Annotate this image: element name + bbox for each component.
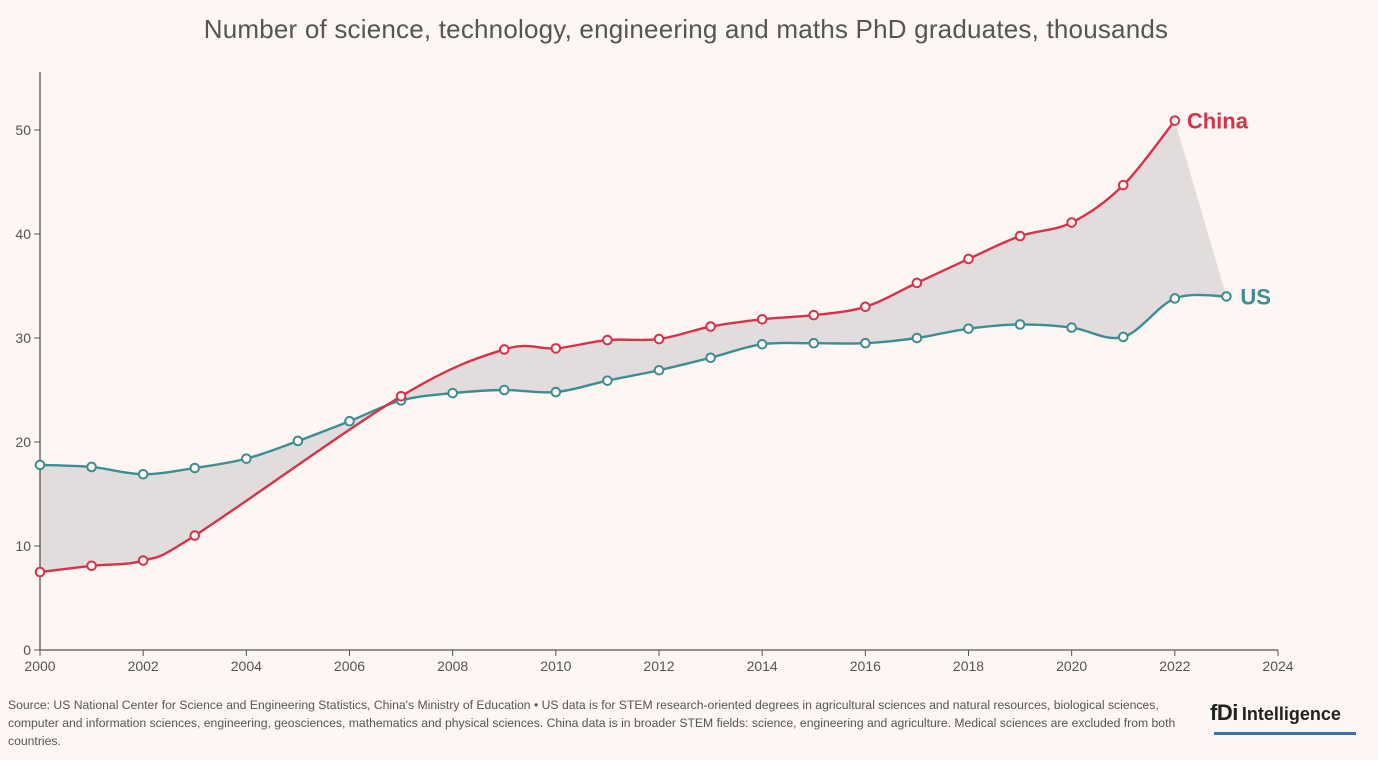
us-data-point — [34, 459, 46, 471]
y-tick-label: 30 — [15, 330, 31, 346]
us-data-point — [1221, 291, 1232, 302]
x-tick-label: 2014 — [747, 658, 778, 674]
x-tick-label: 2006 — [334, 658, 365, 674]
us-data-point — [137, 468, 149, 480]
china-data-point — [808, 309, 820, 321]
china-data-point — [395, 390, 407, 402]
us-data-point — [911, 332, 923, 344]
china-data-point — [189, 530, 201, 541]
brand-underline — [1214, 732, 1356, 735]
china-data-point — [1066, 217, 1077, 228]
china-data-point — [550, 343, 562, 354]
us-data-point — [1117, 331, 1129, 343]
china-data-point — [860, 301, 871, 313]
y-tick-label: 10 — [15, 538, 31, 554]
x-tick-label: 2000 — [24, 658, 55, 674]
x-tick-label: 2022 — [1159, 658, 1190, 674]
china-data-point — [1014, 230, 1026, 242]
china-data-point — [498, 344, 510, 355]
series-points-layer — [34, 115, 1232, 578]
us-data-point — [550, 386, 562, 398]
china-data-point — [653, 333, 665, 345]
us-data-point — [705, 352, 716, 364]
x-tick-label: 2018 — [953, 658, 984, 674]
china-data-point — [602, 334, 613, 346]
chart-svg: 0 10 20 30 40 50 2000 2002 2004 2006 2008 2010 2012 2… — [15, 72, 1294, 674]
chart-title: Number of science, technology, engineeri… — [203, 14, 1169, 44]
china-data-point — [137, 555, 149, 566]
series-labels-layer: China US — [1187, 109, 1271, 310]
us-data-point — [756, 338, 768, 350]
us-data-point — [189, 462, 201, 474]
x-tick-label: 2012 — [643, 658, 674, 674]
x-tick-label: 2002 — [128, 658, 159, 674]
x-tick-label: 2016 — [850, 658, 881, 674]
source-note: Source: US National Center for Science a… — [8, 698, 1176, 748]
us-data-point — [653, 364, 665, 376]
china-data-point — [756, 313, 768, 325]
china-series-label: China — [1187, 109, 1249, 134]
x-tick-label: 2010 — [540, 658, 571, 674]
brand-logo-mark: fDi — [1210, 700, 1238, 725]
us-data-point — [1014, 319, 1026, 330]
china-data-point — [86, 560, 97, 572]
china-data-point — [911, 277, 923, 289]
china-data-point — [1169, 115, 1181, 126]
us-data-point — [602, 375, 613, 386]
us-data-point — [1066, 322, 1077, 333]
brand-name: Intelligence — [1241, 704, 1341, 724]
us-data-point — [86, 461, 97, 473]
us-data-point — [860, 337, 871, 349]
y-tick-label: 50 — [15, 122, 31, 138]
us-data-point — [963, 323, 974, 334]
china-data-point — [1117, 179, 1129, 191]
gap-fill-area — [40, 120, 1227, 572]
us-data-point — [447, 387, 458, 399]
us-data-point — [292, 435, 304, 447]
x-tick-label: 2020 — [1056, 658, 1087, 674]
us-data-point — [498, 384, 510, 396]
us-series-label: US — [1240, 284, 1271, 309]
y-tick-label: 20 — [15, 434, 31, 450]
axes-layer: 0 10 20 30 40 50 2000 2002 2004 2006 2008 2010 2012 2… — [15, 72, 1294, 674]
y-tick-label: 40 — [15, 226, 31, 242]
us-data-point — [241, 453, 252, 464]
us-data-point — [808, 337, 820, 349]
x-tick-label: 2024 — [1262, 658, 1293, 674]
x-tick-label: 2008 — [437, 658, 468, 674]
x-tick-label: 2004 — [231, 658, 262, 674]
china-data-point — [963, 253, 974, 265]
us-data-point — [1169, 293, 1181, 304]
us-data-point — [344, 415, 355, 427]
gap-fill-layer — [40, 120, 1227, 572]
fdi-intelligence-logo: fDi Intelligence — [1210, 700, 1360, 740]
china-data-point — [705, 321, 716, 332]
china-data-point — [34, 566, 46, 578]
y-tick-label: 0 — [23, 642, 31, 658]
